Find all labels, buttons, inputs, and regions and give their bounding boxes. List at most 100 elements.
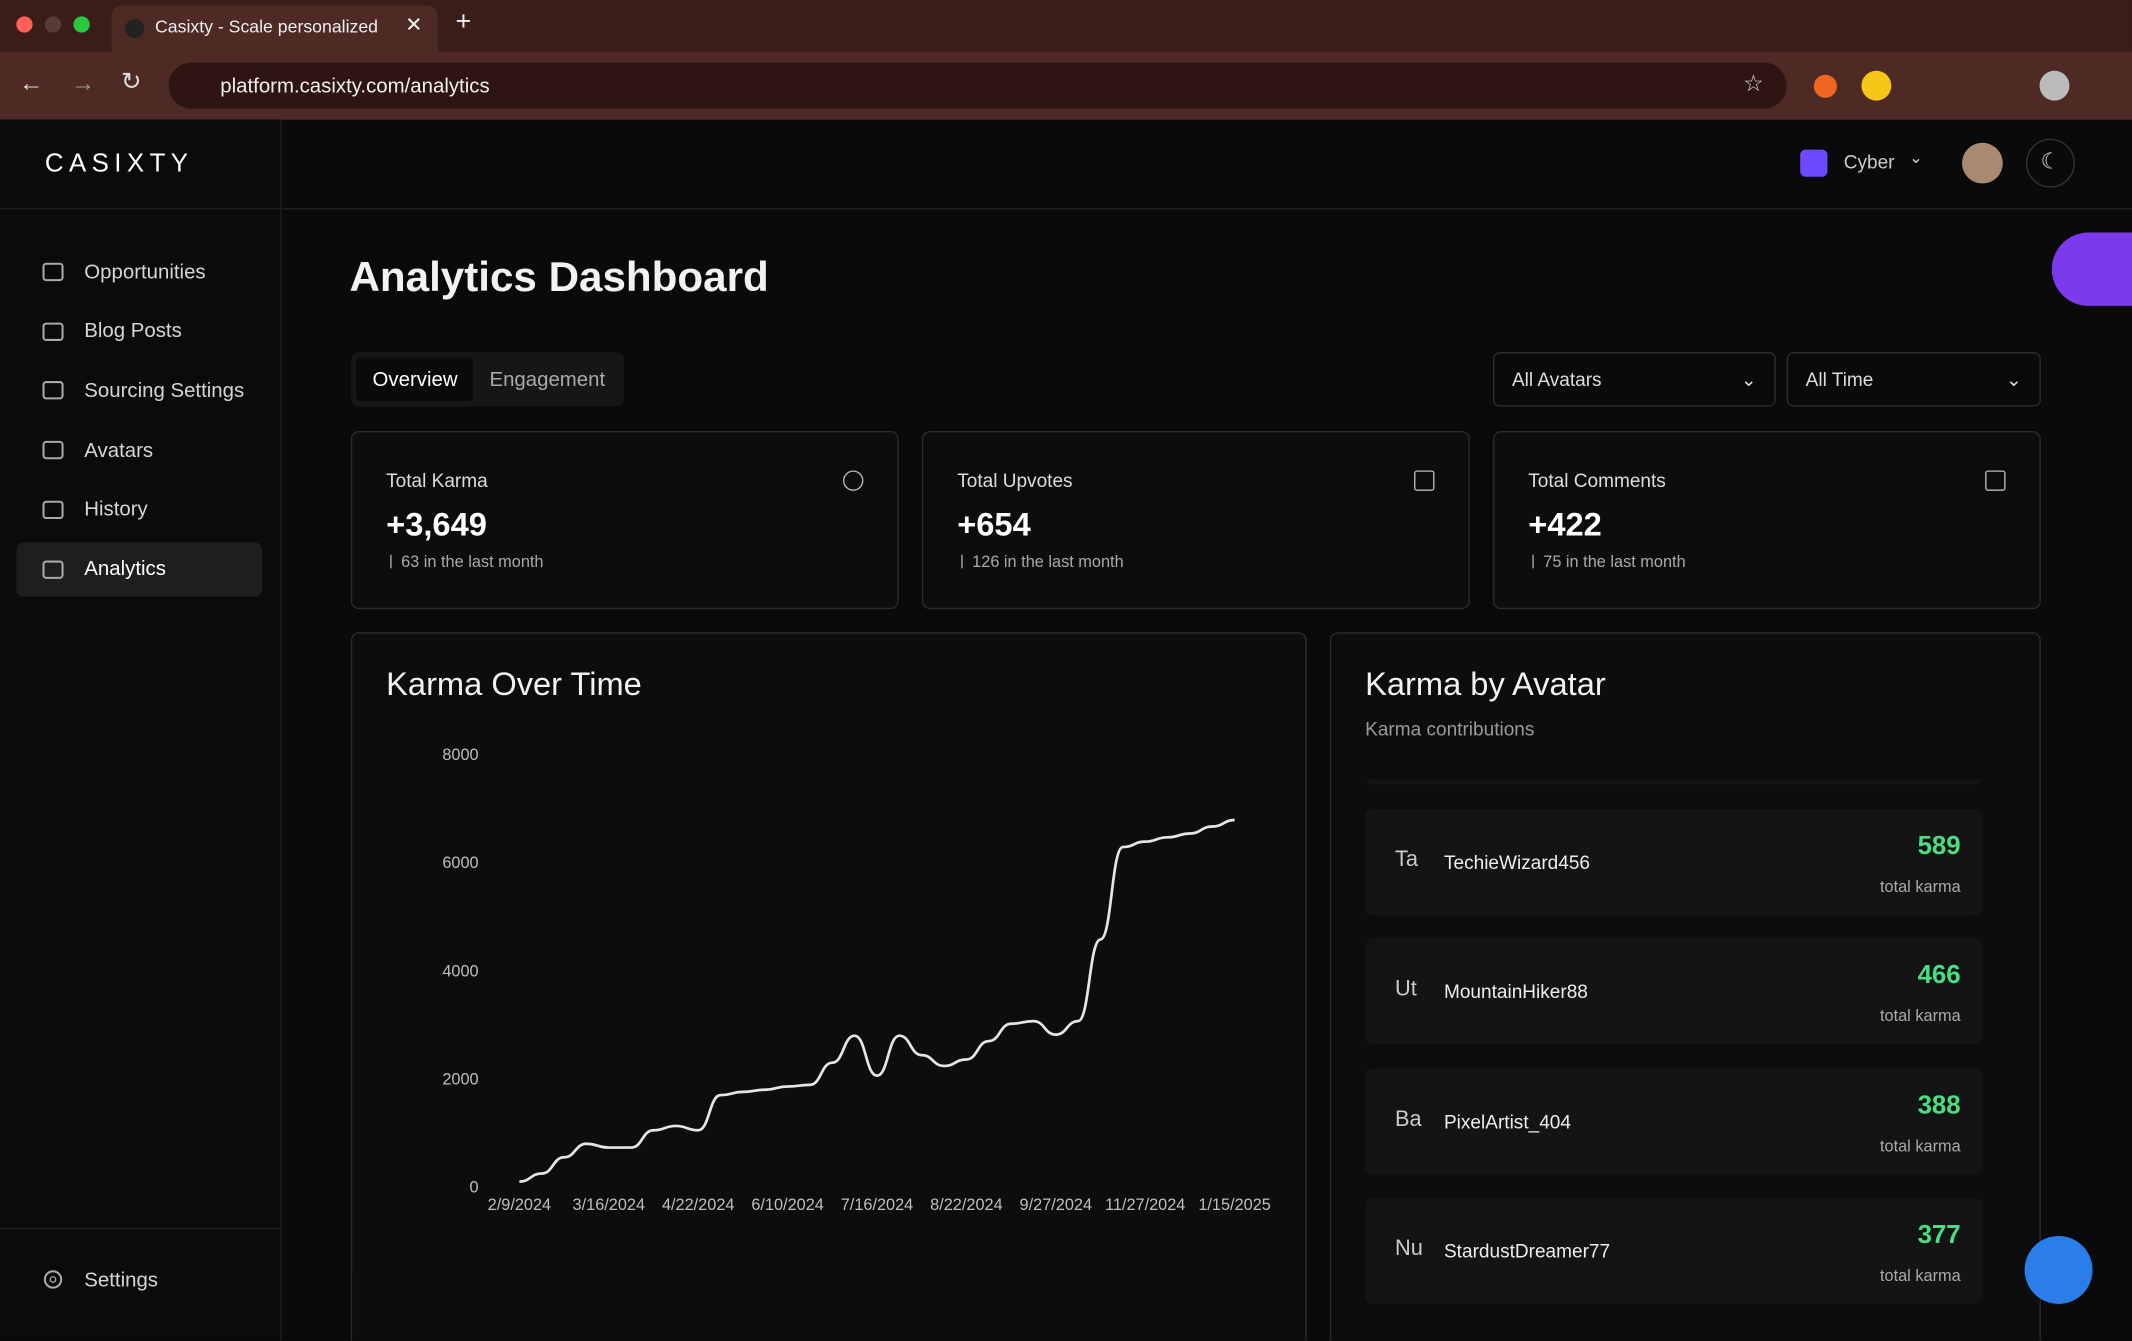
assistant[interactable] (2051, 232, 2132, 306)
avatar-name: PixelArtist_404 (1443, 1110, 1571, 1133)
icon-shape (42, 262, 64, 282)
avatar-list: DeCosmoKitten_2023total karma Ta TechieWiz… (1365, 779, 1983, 1341)
avatar-initials: Ut (1395, 977, 1417, 1001)
workspace[interactable]: Cyber (1843, 150, 1895, 173)
chart-title: Karma Over Time (386, 666, 642, 703)
tab-engagement[interactable]: Engagement (489, 368, 606, 392)
icon-shape (42, 441, 64, 460)
stat-note: 63 in the last month (401, 552, 544, 572)
x-tick-label: 3/16/2024 (573, 1196, 646, 1214)
card-subtitle: Karma contributions (1365, 717, 1535, 740)
avatar-filter[interactable]: All Avatars ⌄ (1492, 352, 1776, 407)
x-tick-label: 6/10/2024 (751, 1196, 824, 1214)
icon-shape (42, 381, 64, 400)
nav-label: Avatars (84, 438, 154, 462)
nav-label: Analytics (84, 557, 166, 581)
x-tick-label: 9/27/2024 (1020, 1196, 1093, 1214)
logo: CASIXTY (44, 149, 194, 179)
stat-value: +654 (957, 507, 1031, 544)
tab[interactable]: Casixty - Scale personalized ✕ (111, 5, 438, 52)
stat-value: +422 (1528, 507, 1602, 544)
karma-value: 589 (1917, 831, 1961, 861)
avatar-row: Ta TechieWizard456 589 total karma (1365, 808, 1983, 915)
stat-icon (1414, 470, 1435, 491)
stat-icon (843, 470, 864, 491)
url: platform.casixty.com/analytics (220, 74, 490, 98)
sidebar: CASIXTY Opportunities Blog Posts Sourcing … (0, 119, 282, 1341)
address-bar[interactable]: platform.casixty.com/analytics ☆ (168, 62, 1787, 109)
karma-caption: total karma (1879, 1266, 1961, 1286)
nav-item[interactable]: Opportunities (16, 245, 262, 299)
avatar-card: Karma by Avatar Karma contributions DeCo… (1329, 632, 2041, 1341)
stat-title: Total Karma (386, 469, 488, 491)
nav-item[interactable]: Sourcing Settings (16, 364, 262, 418)
avatar[interactable] (1962, 142, 2003, 184)
nav-icon (42, 500, 64, 519)
x-tick-label: 1/15/2025 (1198, 1196, 1271, 1214)
nav-label: Settings (84, 1267, 159, 1292)
nav-icon (42, 322, 64, 341)
nav-icon (42, 559, 64, 579)
stat-note: 75 in the last month (1543, 552, 1686, 572)
tab-overview[interactable]: Overview (372, 368, 458, 392)
chart-card: Karma Over Time 0 2000 4000 6000 8000 2/9/202… (350, 632, 1307, 1341)
time-filter[interactable]: All Time ⌄ (1786, 352, 2041, 407)
chat-button[interactable] (2024, 1235, 2093, 1304)
avatar-name: MountainHiker88 (1443, 980, 1588, 1003)
icon-shape (42, 559, 64, 579)
chart: 0 2000 4000 6000 8000 2/9/2024 3/16/2024 4/22/2… (442, 746, 1271, 1214)
y-tick-label: 8000 (442, 746, 478, 764)
stat-value: +3,649 (386, 507, 487, 544)
page-title: Analytics Dashboard (349, 252, 769, 301)
theme-toggle[interactable]: ☾ (2025, 138, 2075, 188)
filter-label: All Avatars (1511, 368, 1602, 391)
stat-icon (1985, 470, 2006, 491)
stat-card: Total Karma +3,649 63 in the last month (350, 431, 899, 610)
tab-title: Casixty - Scale personalized (155, 16, 379, 37)
x-tick-label: 4/22/2024 (662, 1196, 735, 1214)
nav-icon (42, 441, 64, 460)
nav-icon (42, 262, 64, 282)
stat-title: Total Comments (1528, 469, 1666, 491)
avatar-row: Nu StardustDreamer77 377 total karma (1365, 1198, 1983, 1305)
avatar-name: StardustDreamer77 (1443, 1240, 1611, 1263)
tabs: Overview Engagement (350, 352, 625, 407)
stat-title: Total Upvotes (957, 469, 1073, 491)
stat-arrow (390, 554, 400, 569)
nav-settings[interactable]: Settings (16, 1252, 262, 1306)
stat-arrow (1532, 554, 1542, 569)
tab-bar: Casixty - Scale personalized ✕ + (0, 0, 2132, 52)
karma-line (519, 818, 1235, 1183)
karma-value: 466 (1917, 961, 1961, 991)
stat-card: Total Upvotes +654 126 in the last month (921, 431, 1470, 610)
stat-note: 126 in the last month (972, 552, 1124, 572)
avatar-initials: Ta (1395, 847, 1419, 872)
nav-item[interactable]: Analytics (16, 541, 263, 597)
avatar-initials: Ba (1395, 1107, 1422, 1131)
toolbar: ← → ↻ platform.casixty.com/analytics ☆ (0, 51, 2132, 120)
stat-arrow (961, 554, 971, 569)
stat-card: Total Comments +422 75 in the last month (1492, 431, 2041, 610)
filter-label: All Time (1805, 368, 1874, 391)
x-tick-label: 11/27/2024 (1105, 1196, 1185, 1214)
nav-item[interactable]: History (16, 482, 262, 536)
karma-value: 388 (1917, 1091, 1961, 1121)
avatar-row: Ba PixelArtist_404 388 total karma (1365, 1068, 1983, 1175)
nav-item[interactable]: Blog Posts (16, 304, 262, 358)
x-tick-label: 8/22/2024 (930, 1196, 1003, 1214)
avatar-row: DeCosmoKitten_2023total karma (1365, 779, 1983, 785)
karma-caption: total karma (1879, 876, 1961, 896)
nav-item[interactable]: Avatars (16, 423, 262, 477)
karma-caption: total karma (1879, 1136, 1961, 1156)
nav-label: Blog Posts (84, 319, 182, 343)
card-title: Karma by Avatar (1365, 666, 1606, 703)
nav-icon (42, 381, 64, 400)
avatar-row: Ut MountainHiker88 466 total karma (1365, 938, 1983, 1045)
y-tick-label: 0 (470, 1178, 479, 1196)
karma-caption: total karma (1879, 1006, 1961, 1026)
x-tick-label: 7/16/2024 (841, 1196, 914, 1214)
nav-label: Opportunities (84, 260, 206, 284)
avatar-name: TechieWizard456 (1443, 850, 1591, 873)
